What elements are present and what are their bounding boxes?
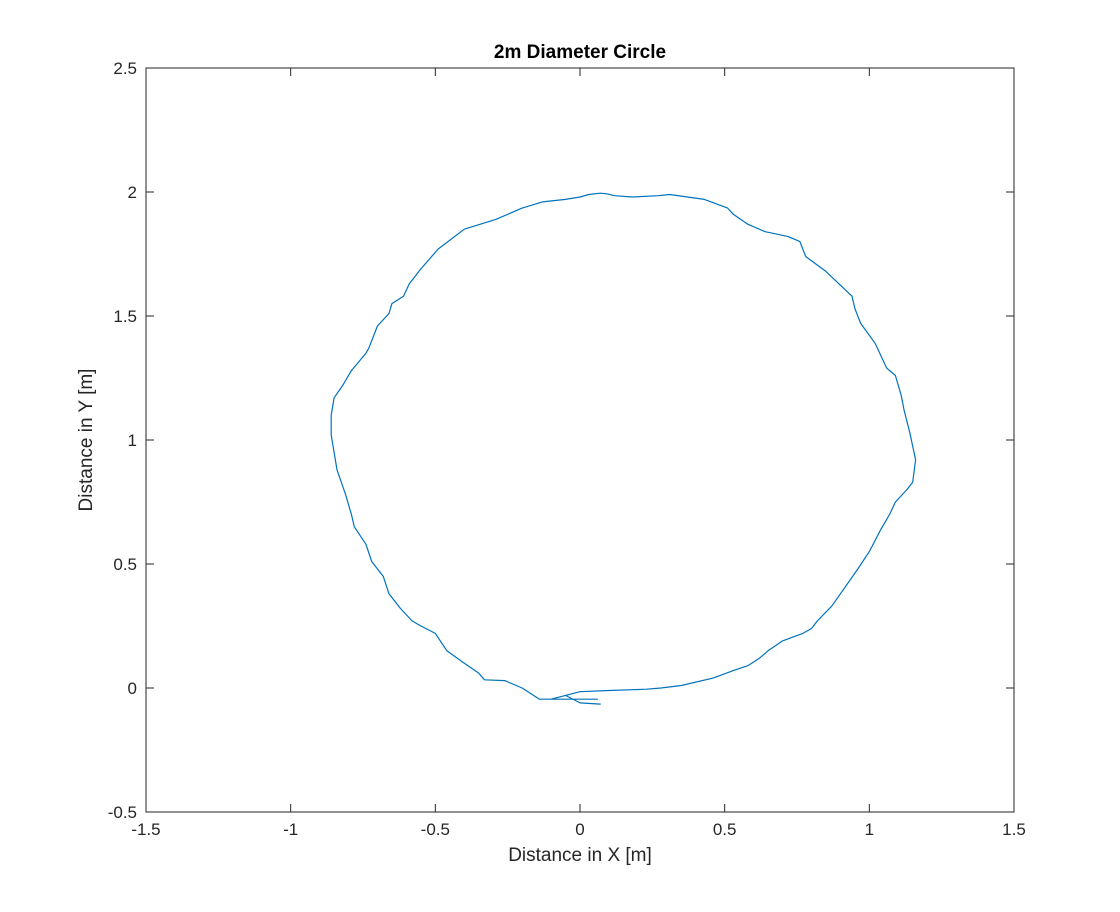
y-tick-label: 0.5	[113, 555, 137, 574]
tick-labels: -1.5 -1 -0.5 0 0.5 1 1.5 -0.5 0 0.5 1 1.5 2 2.5	[108, 59, 1026, 839]
series-group	[330, 192, 917, 705]
x-tick-label: 0	[575, 820, 584, 839]
x-axis-label: Distance in X [m]	[508, 845, 652, 866]
y-tick-label: 2	[128, 183, 137, 202]
x-tick-label: -0.5	[421, 820, 450, 839]
axes-box	[145, 67, 1015, 813]
series-line-0	[330, 192, 917, 705]
y-tick-label: -0.5	[108, 803, 137, 822]
x-tick-label: 1.5	[1002, 820, 1026, 839]
x-tick-label: 0.5	[713, 820, 737, 839]
x-tick-label: 1	[865, 820, 874, 839]
x-tick-label: -1.5	[131, 820, 160, 839]
y-axis-label: Distance in Y [m]	[76, 369, 97, 512]
y-tick-label: 2.5	[113, 59, 137, 78]
y-tick-label: 1.5	[113, 307, 137, 326]
chart-title: 2m Diameter Circle	[494, 42, 666, 63]
y-tick-label: 0	[128, 679, 137, 698]
y-tick-label: 1	[128, 431, 137, 450]
x-tick-label: -1	[283, 820, 298, 839]
plot-area	[146, 68, 1014, 812]
